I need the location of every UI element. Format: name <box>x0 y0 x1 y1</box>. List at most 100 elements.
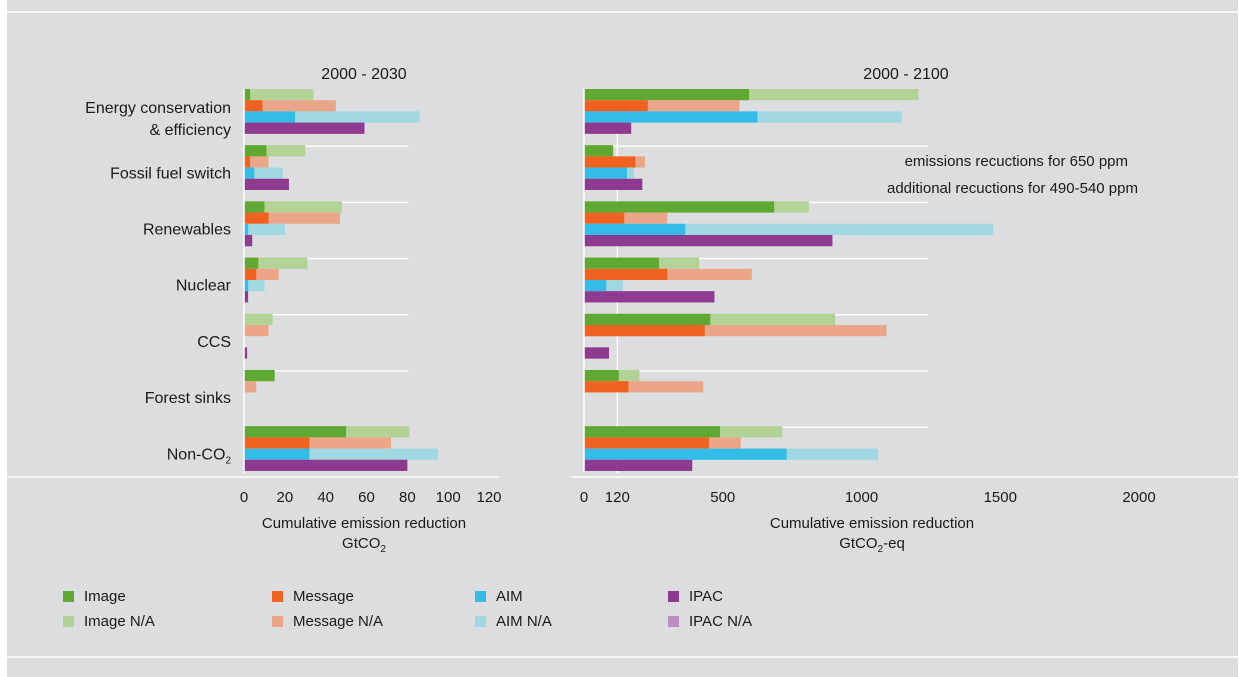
bar-message-n-a-ccs <box>584 325 887 337</box>
legend-swatch-ipac <box>668 591 679 602</box>
right-x-tick-label: 1000 <box>845 489 878 506</box>
bar-ipac-energy-conservation-efficiency <box>244 122 365 134</box>
bar-message-n-a-forest-sinks <box>584 381 704 393</box>
bar-message-fossil-fuel-switch <box>244 156 251 168</box>
legend: Image Message AIM IPAC Image N/A Message N/A A… <box>63 588 752 630</box>
bar-aim-energy-conservation-efficiency <box>584 111 758 123</box>
right-x-tick-label: 120 <box>605 489 630 506</box>
bar-ipac-fossil-fuel-switch <box>584 178 643 190</box>
annotation-650ppm: emissions recuctions for 650 ppm <box>905 153 1128 170</box>
bar-ipac-renewables <box>584 235 833 247</box>
right-x-tick-label: 1500 <box>984 489 1017 506</box>
right-x-tick-label: 0 <box>580 489 588 506</box>
right-chart-panel: 0 120 500 1000 1500 2000 <box>572 89 1238 506</box>
bar-message-n-a-energy-conservation-efficiency <box>244 100 336 112</box>
legend-label-aim: AIM <box>496 588 523 605</box>
bar-aim-n-a-non-co2 <box>244 448 438 460</box>
bar-message-nuclear <box>584 268 668 280</box>
bar-message-fossil-fuel-switch <box>584 156 636 168</box>
bar-message-n-a-nuclear <box>244 268 279 280</box>
bar-aim-nuclear <box>584 280 607 292</box>
bar-image-nuclear <box>584 257 659 269</box>
right-x-tick-label: 500 <box>710 489 735 506</box>
bar-image-n-a-fossil-fuel-switch <box>244 145 306 157</box>
bar-image-energy-conservation-efficiency <box>584 89 750 101</box>
bar-image-n-a-energy-conservation-efficiency <box>584 89 919 101</box>
category-label-ccs: CCS <box>197 334 231 351</box>
legend-swatch-image <box>63 591 74 602</box>
bar-aim-fossil-fuel-switch <box>244 167 255 179</box>
bar-image-non-co2 <box>244 426 347 438</box>
bar-message-forest-sinks <box>584 381 629 393</box>
bar-ipac-ccs <box>244 347 248 359</box>
bar-aim-fossil-fuel-switch <box>584 167 628 179</box>
bar-ipac-energy-conservation-efficiency <box>584 122 632 134</box>
bar-message-non-co2 <box>584 437 709 449</box>
bar-image-n-a-energy-conservation-efficiency <box>244 89 314 101</box>
bar-aim-n-a-renewables <box>584 223 994 235</box>
bar-aim-nuclear <box>244 280 249 292</box>
legend-swatch-aim-n-a <box>475 616 486 627</box>
bar-image-renewables <box>584 201 775 213</box>
bar-message-n-a-nuclear <box>584 268 752 280</box>
category-label-non-co2: Non-CO2 <box>167 446 232 466</box>
category-label-energy-conservation-efficiency: Energy conservation & efficiency <box>85 100 231 139</box>
right-x-tick-label: 2000 <box>1122 489 1155 506</box>
bar-image-fossil-fuel-switch <box>584 145 614 157</box>
bar-ipac-nuclear <box>584 291 715 303</box>
left-x-axis-label: Cumulative emission reduction <box>262 515 466 532</box>
legend-label-aim-n-a: AIM N/A <box>496 613 552 630</box>
bar-aim-non-co2 <box>584 448 787 460</box>
bar-message-energy-conservation-efficiency <box>584 100 648 112</box>
bar-aim-n-a-energy-conservation-efficiency <box>244 111 420 123</box>
bar-aim-non-co2 <box>244 448 310 460</box>
left-x-tick-label: 100 <box>436 489 461 506</box>
bar-message-ccs <box>584 325 705 337</box>
bar-image-n-a-nuclear <box>244 257 308 269</box>
bar-aim-n-a-fossil-fuel-switch <box>244 167 283 179</box>
left-x-tick-label: 40 <box>317 489 334 506</box>
legend-swatch-aim <box>475 591 486 602</box>
legend-label-message: Message <box>293 588 354 605</box>
bar-ipac-non-co2 <box>244 459 408 471</box>
bar-message-renewables <box>244 212 269 224</box>
bar-image-ccs <box>584 313 711 325</box>
legend-swatch-message-n-a <box>272 616 283 627</box>
left-x-tick-label: 20 <box>276 489 293 506</box>
legend-label-image: Image <box>84 588 126 605</box>
bar-message-energy-conservation-efficiency <box>244 100 263 112</box>
bar-ipac-fossil-fuel-switch <box>244 178 289 190</box>
legend-swatch-ipac-n-a <box>668 616 679 627</box>
legend-label-message-n-a: Message N/A <box>293 613 383 630</box>
bar-ipac-non-co2 <box>584 459 693 471</box>
right-x-axis-label: Cumulative emission reduction <box>770 515 974 532</box>
bar-image-non-co2 <box>584 426 720 438</box>
left-x-tick-label: 120 <box>476 489 501 506</box>
bar-aim-n-a-nuclear <box>244 280 265 292</box>
bar-message-n-a-non-co2 <box>244 437 391 449</box>
bar-image-forest-sinks <box>584 370 619 382</box>
category-label-renewables: Renewables <box>143 222 231 239</box>
bar-message-non-co2 <box>244 437 310 449</box>
bar-ipac-nuclear <box>244 291 249 303</box>
legend-swatch-image-n-a <box>63 616 74 627</box>
right-panel-title: 2000 - 2100 <box>863 66 949 83</box>
category-labels: Energy conservation & efficiency Fossil fu… <box>85 100 232 466</box>
bar-image-nuclear <box>244 257 259 269</box>
bar-aim-renewables <box>584 223 686 235</box>
bar-message-n-a-fossil-fuel-switch <box>244 156 269 168</box>
category-label-nuclear: Nuclear <box>176 278 232 295</box>
bar-image-forest-sinks <box>244 370 275 382</box>
bar-ipac-ccs <box>584 347 609 359</box>
bar-aim-energy-conservation-efficiency <box>244 111 296 123</box>
bar-message-n-a-forest-sinks <box>244 381 257 393</box>
bar-aim-n-a-renewables <box>244 223 285 235</box>
bar-aim-renewables <box>244 223 249 235</box>
bar-image-n-a-renewables <box>244 201 342 213</box>
left-x-tick-label: 60 <box>358 489 375 506</box>
left-x-tick-label: 0 <box>240 489 248 506</box>
bar-image-energy-conservation-efficiency <box>244 89 251 101</box>
left-chart-panel: 0 20 40 60 80 100 120 <box>7 89 502 506</box>
bar-message-n-a-renewables <box>584 212 668 224</box>
